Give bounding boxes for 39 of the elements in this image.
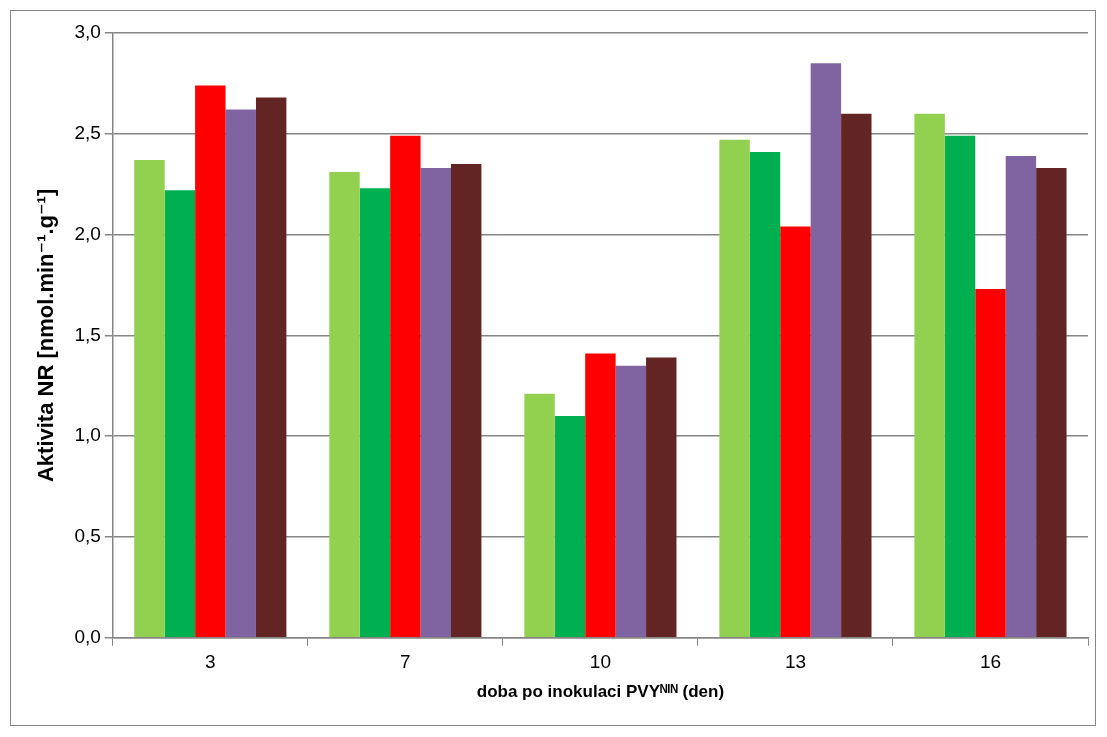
y-tick-label: 1,0 — [74, 424, 101, 446]
bar — [134, 160, 165, 638]
bar — [1005, 155, 1037, 638]
x-tick-label: 16 — [979, 651, 1002, 673]
bar — [554, 416, 586, 638]
bar — [914, 113, 945, 638]
bar — [524, 393, 555, 638]
bar — [810, 63, 842, 638]
bar — [585, 353, 616, 638]
bar — [329, 172, 360, 638]
bar — [195, 85, 226, 638]
bar — [225, 109, 256, 638]
y-tick-label: 2,5 — [74, 122, 101, 144]
bar — [615, 365, 647, 638]
bar — [646, 357, 677, 638]
bar — [390, 135, 421, 638]
y-tick-label: 1,5 — [74, 323, 101, 345]
y-tick-label: 2,0 — [74, 222, 101, 244]
y-tick-label: 3,0 — [74, 21, 101, 43]
bar — [749, 151, 781, 638]
bar — [164, 190, 196, 638]
bar — [359, 188, 391, 638]
y-tick-label: 0,0 — [74, 626, 101, 648]
x-tick-label: 13 — [784, 651, 807, 673]
bar — [780, 226, 811, 638]
bar — [255, 97, 287, 638]
bar — [719, 139, 750, 638]
bar — [451, 164, 482, 638]
bar — [420, 168, 452, 638]
bar — [975, 289, 1006, 638]
y-axis-title: Aktivita NR [nmol.min⁻¹.g⁻¹] — [33, 188, 59, 483]
bar — [944, 135, 976, 638]
x-tick-label: 3 — [205, 651, 216, 673]
bar — [1036, 168, 1067, 638]
y-tick-label: 0,5 — [74, 525, 101, 547]
x-axis-title: doba po inokulaci PVYᴺᴵᴺ (den) — [476, 682, 725, 702]
x-tick-label: 7 — [400, 651, 411, 673]
bar — [841, 113, 872, 638]
x-tick-label: 10 — [589, 651, 611, 673]
